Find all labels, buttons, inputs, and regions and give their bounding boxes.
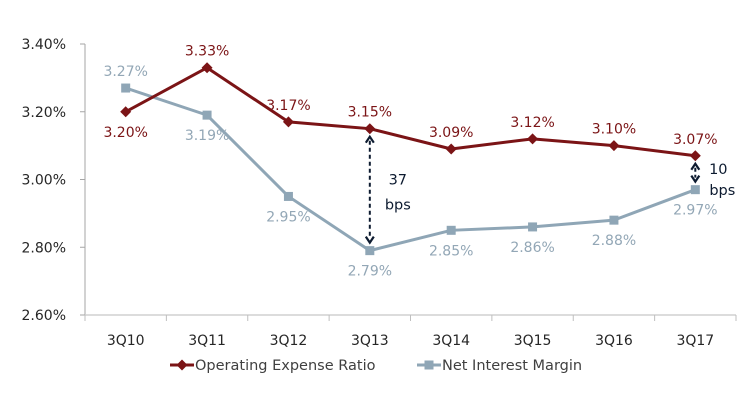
data-label-operating-expense-ratio: 3.12% — [510, 115, 554, 131]
legend-marker-net-interest-margin — [424, 360, 434, 370]
legend-marker-operating-expense-ratio — [176, 359, 188, 371]
data-point-operating-expense-ratio — [282, 116, 294, 128]
data-point-operating-expense-ratio — [120, 106, 132, 118]
y-tick-label: 3.40% — [22, 37, 66, 53]
data-label-net-interest-margin: 2.95% — [266, 209, 310, 225]
data-point-operating-expense-ratio — [201, 62, 213, 74]
x-tick-label: 3Q14 — [432, 333, 470, 349]
y-tick-label: 2.60% — [22, 308, 66, 324]
data-label-operating-expense-ratio: 3.15% — [348, 105, 392, 121]
data-point-net-interest-margin — [365, 246, 375, 256]
data-point-net-interest-margin — [121, 83, 131, 93]
spread-unit: bps — [709, 183, 735, 199]
x-tick-label: 3Q11 — [188, 333, 226, 349]
series-net-interest-margin — [121, 83, 700, 256]
arrow-down-icon — [364, 236, 375, 245]
data-label-net-interest-margin: 2.86% — [510, 240, 554, 256]
data-label-net-interest-margin: 3.19% — [185, 128, 229, 144]
data-labels: 3.20% 3.33% 3.17% 3.15% 3.09% 3.12% 3.10% 3.07%… — [103, 44, 717, 280]
data-label-operating-expense-ratio: 3.10% — [592, 122, 636, 138]
data-label-net-interest-margin: 2.88% — [592, 233, 636, 249]
series-line-net-interest-margin — [125, 86, 696, 253]
y-tick-label: 2.80% — [22, 240, 66, 256]
legend-label-net-interest-margin: Net Interest Margin — [442, 358, 582, 374]
series-operating-expense-ratio — [120, 62, 701, 162]
legend-item-net-interest-margin: Net Interest Margin — [417, 358, 582, 374]
data-label-operating-expense-ratio: 3.07% — [673, 132, 717, 148]
x-tick-label: 3Q17 — [676, 333, 714, 349]
arrow-up-icon — [364, 134, 375, 144]
data-point-net-interest-margin — [283, 191, 293, 201]
data-point-net-interest-margin — [528, 222, 538, 232]
data-label-operating-expense-ratio: 3.33% — [185, 44, 229, 60]
data-point-net-interest-margin — [446, 225, 456, 235]
x-tick-label: 3Q16 — [595, 333, 633, 349]
data-point-net-interest-margin — [690, 185, 700, 195]
data-point-operating-expense-ratio — [445, 143, 457, 155]
data-point-net-interest-margin — [202, 110, 212, 120]
series-layer — [120, 62, 701, 256]
spread-value: 10 — [709, 162, 727, 178]
spread-annotation: 10 bps — [690, 161, 735, 199]
x-tick-label: 3Q12 — [270, 333, 308, 349]
series-line-operating-expense-ratio — [124, 66, 696, 158]
data-label-net-interest-margin: 3.27% — [103, 64, 147, 80]
y-tick-label: 3.20% — [22, 105, 66, 121]
legend-label-operating-expense-ratio: Operating Expense Ratio — [195, 358, 376, 374]
data-label-operating-expense-ratio: 3.09% — [429, 125, 473, 141]
x-tick-label: 3Q15 — [514, 333, 552, 349]
spread-annotation: 37 bps — [364, 134, 411, 245]
legend-item-operating-expense-ratio: Operating Expense Ratio — [170, 358, 376, 374]
data-point-operating-expense-ratio — [608, 140, 620, 152]
y-tick-label: 3.00% — [22, 173, 66, 189]
data-label-operating-expense-ratio: 3.17% — [266, 98, 310, 114]
data-point-operating-expense-ratio — [527, 133, 539, 145]
x-tick-label: 3Q13 — [351, 333, 389, 349]
data-point-net-interest-margin — [609, 215, 619, 225]
data-point-operating-expense-ratio — [689, 150, 701, 162]
data-label-net-interest-margin: 2.79% — [348, 264, 392, 280]
spread-unit: bps — [385, 198, 411, 214]
arrow-up-icon — [690, 161, 701, 171]
x-tick-label: 3Q10 — [107, 333, 145, 349]
data-label-net-interest-margin: 2.85% — [429, 243, 473, 259]
x-axis-ticks: 3Q10 3Q11 3Q12 3Q13 3Q14 3Q15 3Q16 3Q17 — [84, 315, 737, 349]
data-point-operating-expense-ratio — [364, 123, 376, 135]
arrow-down-icon — [690, 175, 701, 184]
data-label-net-interest-margin: 2.97% — [673, 203, 717, 219]
legend: Operating Expense Ratio Net Interest Marg… — [170, 358, 582, 374]
spread-value: 37 — [389, 173, 407, 189]
y-axis-ticks: 2.60% 2.80% 3.00% 3.20% 3.40% — [22, 37, 85, 324]
axes — [84, 44, 736, 316]
annotations: 37 bps 10 bps — [364, 134, 735, 245]
data-label-operating-expense-ratio: 3.20% — [103, 125, 147, 141]
